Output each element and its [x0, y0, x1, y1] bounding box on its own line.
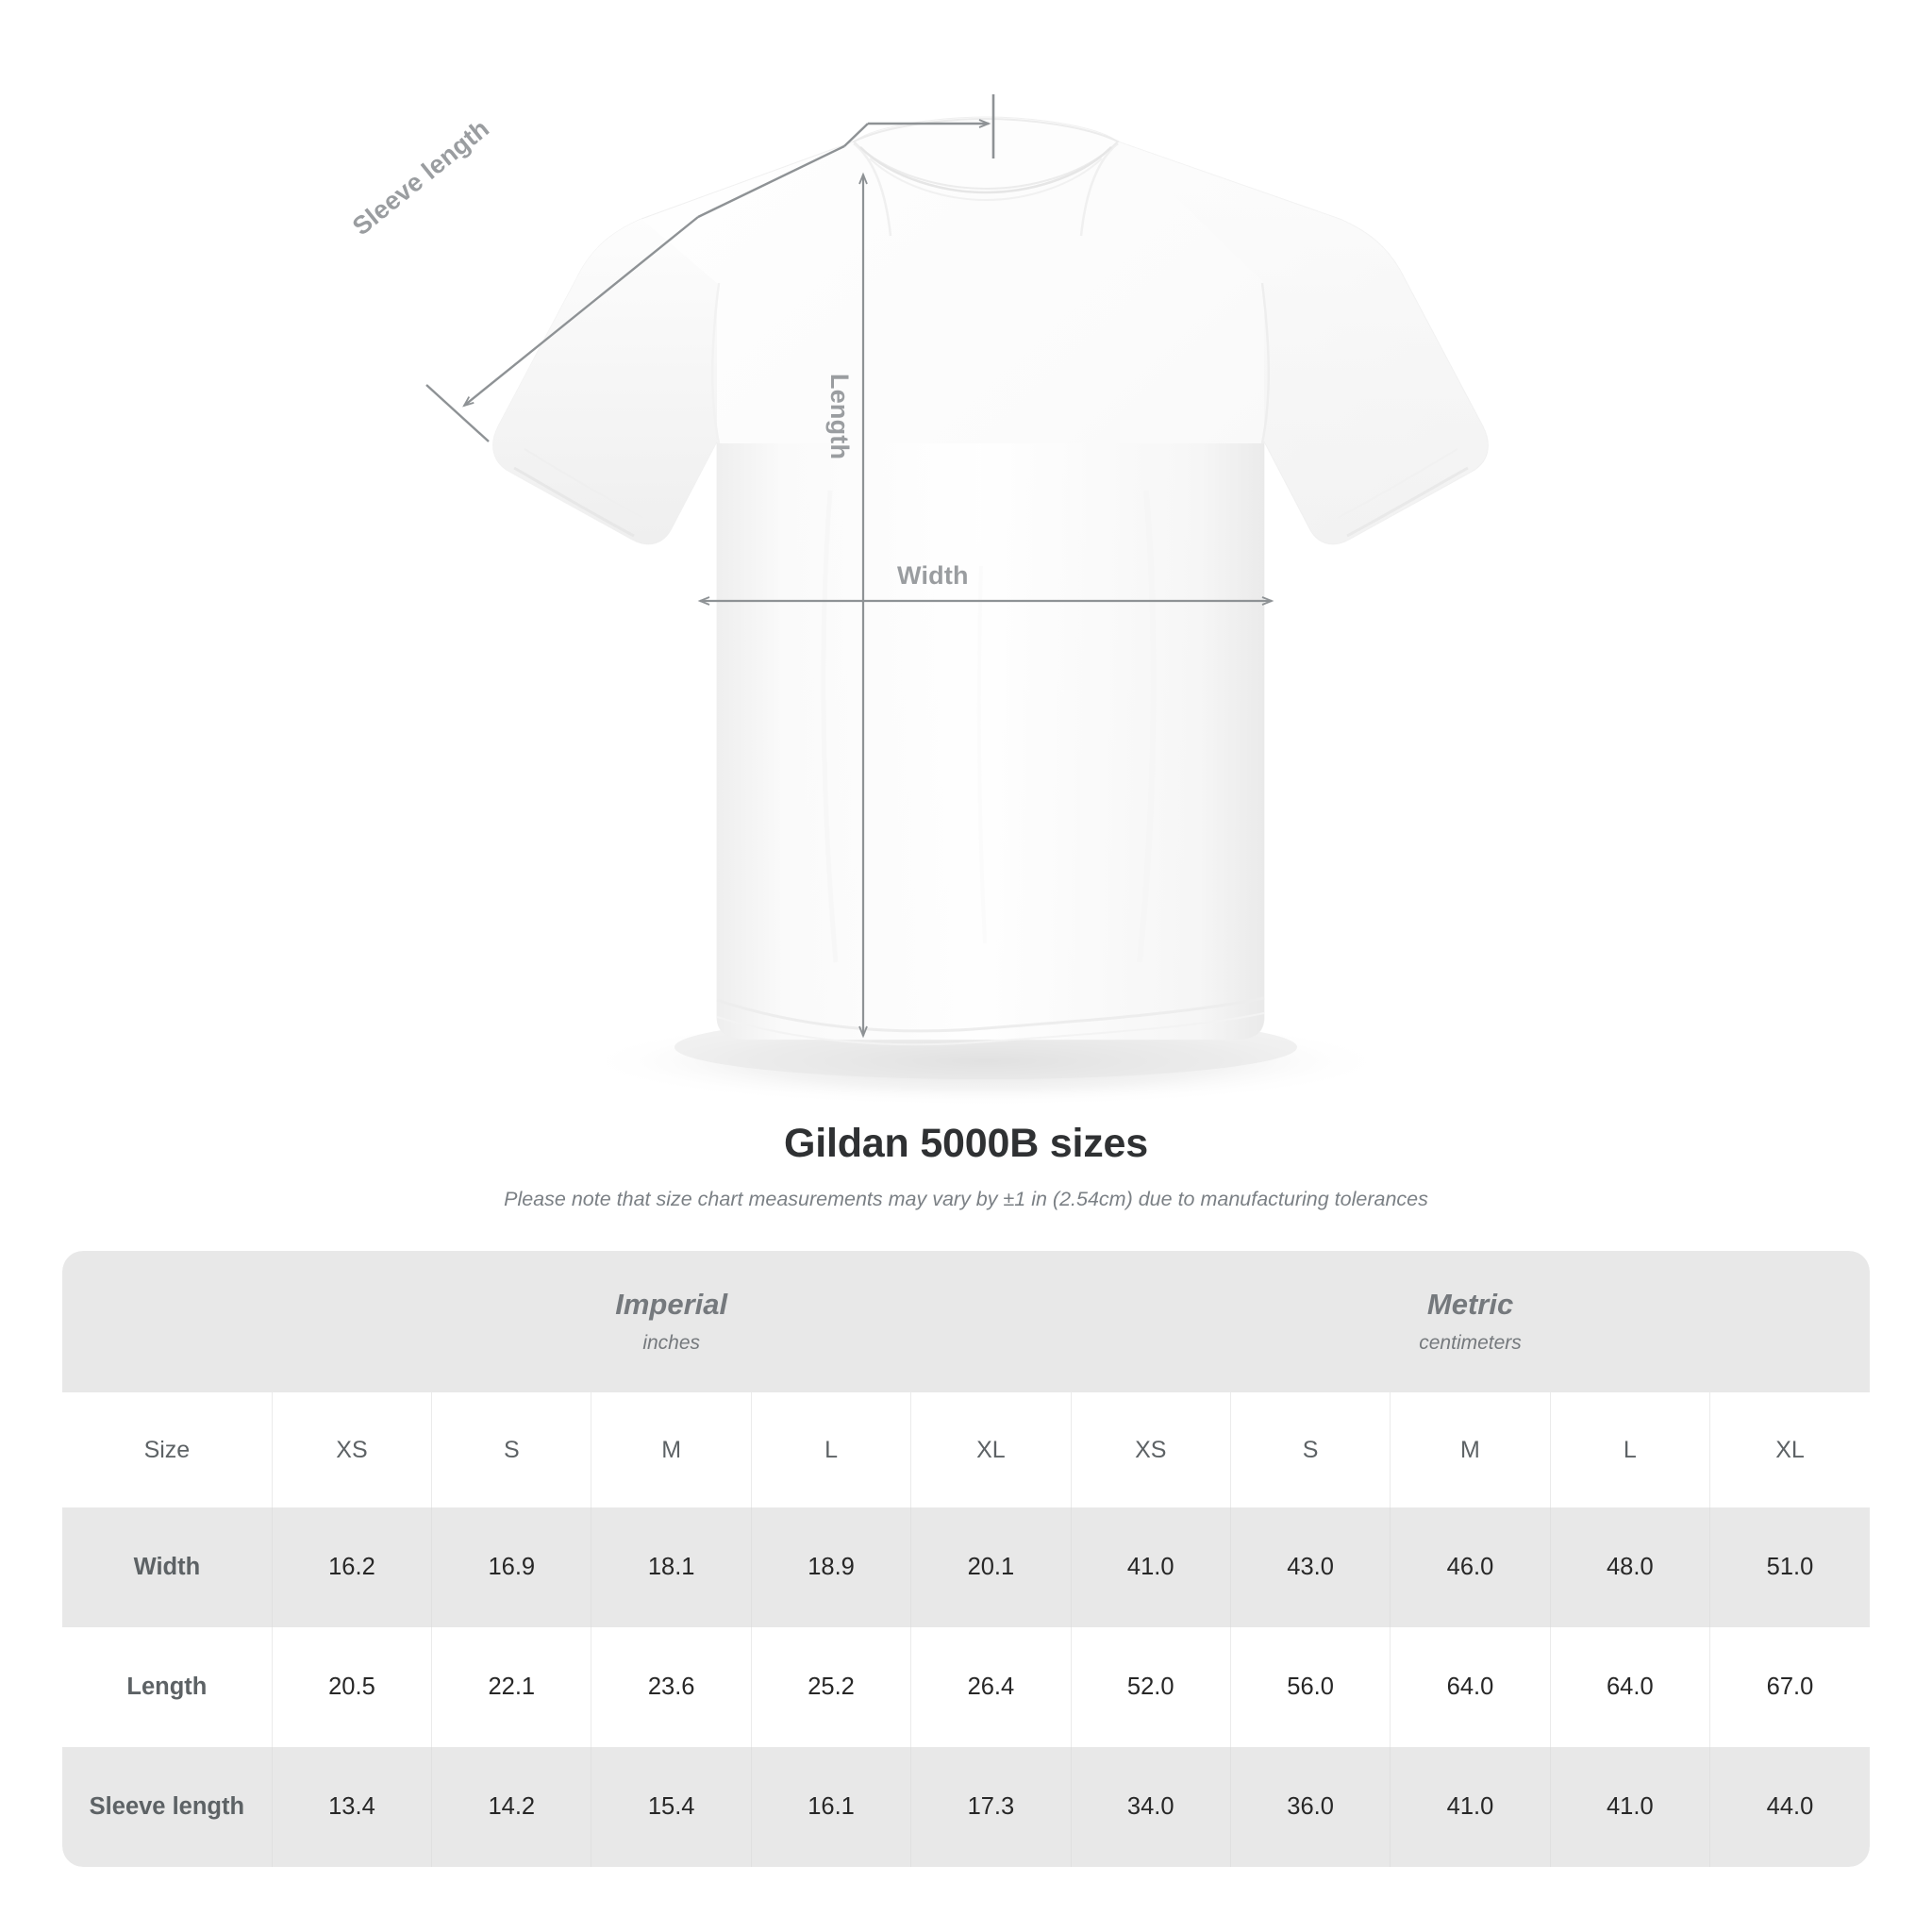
page-title: Gildan 5000B sizes	[784, 1121, 1148, 1166]
unit-group-imperial: Imperial inches	[272, 1251, 1072, 1392]
cell-sleeve-metric-m: 41.0	[1390, 1747, 1551, 1867]
cell-width-metric-m: 46.0	[1390, 1507, 1551, 1627]
cell-length-imperial-xs: 20.5	[272, 1627, 433, 1747]
cell-width-metric-xs: 41.0	[1071, 1507, 1231, 1627]
unit-group-metric-sub: centimeters	[1419, 1332, 1522, 1355]
size-chart-container: Imperial inches Metric centimeters Size …	[62, 1251, 1870, 1867]
tshirt-diagram-svg	[425, 94, 1489, 1107]
row-label-width: Width	[62, 1507, 273, 1627]
header-cell-metric-s: S	[1230, 1392, 1391, 1507]
length-diagram-label: Length	[825, 374, 854, 460]
table-row: Width 16.2 16.9 18.1 18.9 20.1 41.0 43.0…	[62, 1507, 1870, 1627]
tolerance-note: Please note that size chart measurements…	[504, 1188, 1428, 1210]
cell-length-imperial-xl: 26.4	[910, 1627, 1072, 1747]
unit-group-imperial-name: Imperial	[615, 1287, 728, 1321]
cell-length-imperial-s: 22.1	[431, 1627, 592, 1747]
cell-width-metric-xl: 51.0	[1709, 1507, 1870, 1627]
cell-length-metric-xl: 67.0	[1709, 1627, 1870, 1747]
cell-width-imperial-l: 18.9	[751, 1507, 912, 1627]
unit-header-spacer	[62, 1251, 273, 1392]
width-diagram-label: Width	[897, 561, 969, 590]
header-cell-metric-m: M	[1390, 1392, 1551, 1507]
cell-length-imperial-l: 25.2	[751, 1627, 912, 1747]
cell-sleeve-imperial-s: 14.2	[431, 1747, 592, 1867]
cell-sleeve-imperial-l: 16.1	[751, 1747, 912, 1867]
cell-length-metric-xs: 52.0	[1071, 1627, 1231, 1747]
cell-sleeve-metric-l: 41.0	[1550, 1747, 1711, 1867]
cell-length-metric-m: 64.0	[1390, 1627, 1551, 1747]
size-chart-table: Imperial inches Metric centimeters Size …	[62, 1251, 1870, 1867]
unit-group-metric: Metric centimeters	[1071, 1251, 1870, 1392]
cell-length-imperial-m: 23.6	[591, 1627, 752, 1747]
unit-group-imperial-sub: inches	[642, 1332, 701, 1355]
header-cell-imperial-s: S	[431, 1392, 592, 1507]
cell-sleeve-metric-xs: 34.0	[1071, 1747, 1231, 1867]
row-label-length: Length	[62, 1627, 273, 1747]
header-cell-size: Size	[62, 1392, 273, 1507]
header-cell-metric-l: L	[1550, 1392, 1711, 1507]
cell-sleeve-imperial-m: 15.4	[591, 1747, 752, 1867]
cell-width-imperial-s: 16.9	[431, 1507, 592, 1627]
unit-group-metric-name: Metric	[1426, 1287, 1514, 1321]
cell-length-metric-s: 56.0	[1230, 1627, 1391, 1747]
cell-sleeve-metric-s: 36.0	[1230, 1747, 1391, 1867]
cell-sleeve-imperial-xl: 17.3	[910, 1747, 1072, 1867]
table-row: Length 20.5 22.1 23.6 25.2 26.4 52.0 56.…	[62, 1627, 1870, 1747]
header-cell-metric-xs: XS	[1071, 1392, 1231, 1507]
header-cell-metric-xl: XL	[1709, 1392, 1870, 1507]
cell-sleeve-metric-xl: 44.0	[1709, 1747, 1870, 1867]
row-label-sleeve-length: Sleeve length	[62, 1747, 273, 1867]
header-cell-imperial-m: M	[591, 1392, 752, 1507]
cell-length-metric-l: 64.0	[1550, 1627, 1711, 1747]
unit-header-row: Imperial inches Metric centimeters	[62, 1251, 1870, 1392]
cell-sleeve-imperial-xs: 13.4	[272, 1747, 433, 1867]
cell-width-imperial-xl: 20.1	[910, 1507, 1072, 1627]
heading-block: Gildan 5000B sizes Please note that size…	[0, 1121, 1932, 1211]
cell-width-imperial-m: 18.1	[591, 1507, 752, 1627]
table-row: Sleeve length 13.4 14.2 15.4 16.1 17.3 3…	[62, 1747, 1870, 1867]
header-cell-imperial-xl: XL	[910, 1392, 1072, 1507]
cell-width-metric-s: 43.0	[1230, 1507, 1391, 1627]
header-cell-imperial-l: L	[751, 1392, 912, 1507]
size-header-row: Size XS S M L XL XS S M L XL	[62, 1392, 1870, 1507]
cell-width-metric-l: 48.0	[1550, 1507, 1711, 1627]
header-cell-imperial-xs: XS	[272, 1392, 433, 1507]
cell-width-imperial-xs: 16.2	[272, 1507, 433, 1627]
garment-illustration: Sleeve length Length Width	[347, 94, 1489, 1107]
